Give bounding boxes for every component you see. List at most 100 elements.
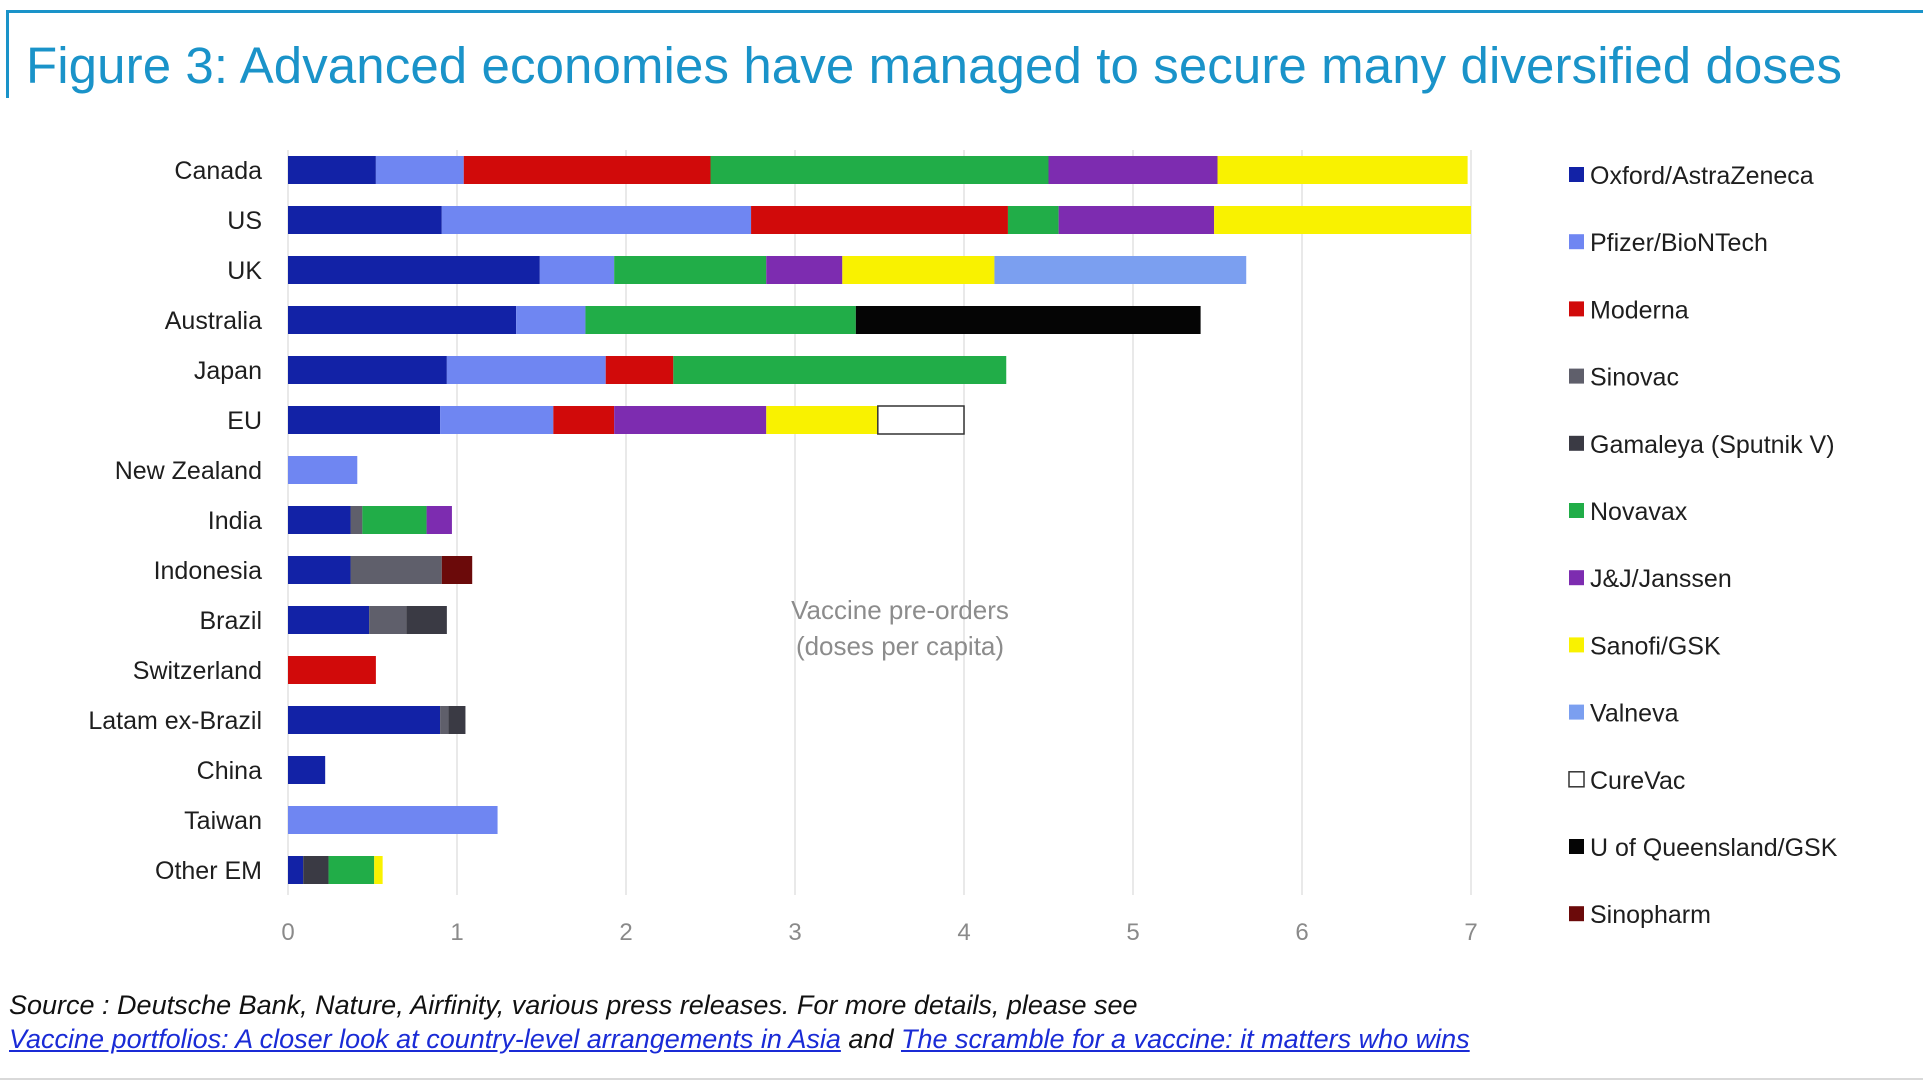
category-label-brazil: Brazil <box>199 607 262 635</box>
bar-indonesia-sinovac <box>350 556 442 584</box>
legend-label-sanofi-gsk: Sanofi/GSK <box>1590 632 1721 660</box>
legend-label-u-of-queensland-gsk: U of Queensland/GSK <box>1590 834 1838 862</box>
category-label-taiwan: Taiwan <box>184 807 262 835</box>
bar-india-oxford-astrazeneca <box>288 506 351 534</box>
bar-eu-sanofi-gsk <box>766 406 878 434</box>
bar-eu-moderna <box>553 406 615 434</box>
bar-canada-oxford-astrazeneca <box>288 156 376 184</box>
bar-latam-ex-brazil-oxford-astrazeneca <box>288 706 441 734</box>
legend-label-pfizer-biontech: Pfizer/BioNTech <box>1590 229 1768 257</box>
bar-brazil-gamaleya-sputnik-v <box>406 606 447 634</box>
source-note: Source : Deutsche Bank, Nature, Airfinit… <box>9 988 1470 1056</box>
legend-label-novavax: Novavax <box>1590 498 1688 526</box>
legend-swatch-gamaleya-sputnik-v <box>1569 435 1584 451</box>
legend-swatch-u-of-queensland-gsk <box>1569 839 1584 854</box>
bar-uk-sanofi-gsk <box>842 256 995 284</box>
legend-label-sinovac: Sinovac <box>1590 364 1679 392</box>
bar-uk-novavax <box>614 256 767 284</box>
frame-top-rule <box>6 10 1923 13</box>
bar-uk-j-j-janssen <box>766 256 843 284</box>
legend-swatch-valneva <box>1569 704 1584 720</box>
bar-new-zealand-pfizer-biontech <box>288 456 358 484</box>
x-tick-3: 3 <box>788 919 801 946</box>
bar-australia-novavax <box>585 306 856 334</box>
category-label-new-zealand: New Zealand <box>115 457 262 485</box>
bar-other-em-gamaleya-sputnik-v <box>303 856 329 884</box>
legend-swatch-sinopharm <box>1569 906 1584 922</box>
link-scramble-for-vaccine[interactable]: The scramble for a vaccine: it matters w… <box>900 1024 1470 1054</box>
bar-australia-u-of-queensland-gsk <box>855 306 1201 334</box>
legend-label-j-j-janssen: J&J/Janssen <box>1590 565 1732 593</box>
bar-brazil-oxford-astrazeneca <box>288 606 370 634</box>
legend-swatch-j-j-janssen <box>1569 570 1584 586</box>
category-label-canada: Canada <box>174 157 262 185</box>
legend-label-gamaleya-sputnik-v: Gamaleya (Sputnik V) <box>1590 431 1835 459</box>
bar-us-pfizer-biontech <box>441 206 752 234</box>
bar-taiwan-pfizer-biontech <box>288 806 498 834</box>
bar-us-j-j-janssen <box>1058 206 1215 234</box>
category-label-australia: Australia <box>165 307 262 335</box>
bar-other-em-novavax <box>328 856 375 884</box>
bar-canada-sanofi-gsk <box>1217 156 1468 184</box>
bar-brazil-sinovac <box>369 606 407 634</box>
vaccine-preorders-chart: Canada US UK Australia Japan EU New Zealand Ind… <box>88 150 1838 946</box>
x-tick-2: 2 <box>619 919 632 946</box>
category-labels: Canada US UK Australia Japan EU New Zealand Ind… <box>88 157 262 885</box>
source-joiner: and <box>848 1024 894 1054</box>
bar-other-em-oxford-astrazeneca <box>288 856 304 884</box>
bar-us-oxford-astrazeneca <box>288 206 442 234</box>
bars <box>288 156 1471 884</box>
x-tick-labels: 0 1 2 3 4 5 6 7 <box>281 919 1477 946</box>
bottom-rule <box>0 1078 1923 1080</box>
bar-us-moderna <box>751 206 1008 234</box>
bar-india-novavax <box>362 506 427 534</box>
x-tick-7: 7 <box>1464 919 1477 946</box>
category-label-japan: Japan <box>194 357 262 385</box>
category-label-switzerland: Switzerland <box>133 657 262 685</box>
bar-us-sanofi-gsk <box>1214 206 1471 234</box>
bar-latam-ex-brazil-gamaleya-sputnik-v <box>448 706 466 734</box>
bar-canada-moderna <box>463 156 711 184</box>
source-links-line: Vaccine portfolios: A closer look at cou… <box>9 1022 1470 1056</box>
category-label-other-em: Other EM <box>155 857 262 885</box>
annotation-line-1: Vaccine pre-orders <box>791 595 1009 625</box>
legend: Oxford/AstraZeneca Pfizer/BioNTech Moderna… <box>1568 162 1838 929</box>
bar-indonesia-sinopharm <box>441 556 473 584</box>
bar-eu-curevac <box>877 405 965 435</box>
bar-india-sinovac <box>350 506 363 534</box>
bar-australia-pfizer-biontech <box>516 306 586 334</box>
category-label-indonesia: Indonesia <box>154 557 263 585</box>
legend-swatch-pfizer-biontech <box>1569 234 1584 250</box>
category-label-china: China <box>197 757 262 785</box>
figure-title: Figure 3: Advanced economies have manage… <box>26 37 1843 94</box>
frame-left-rule <box>6 10 9 98</box>
bar-japan-oxford-astrazeneca <box>288 356 447 384</box>
category-label-latam-ex-brazil: Latam ex-Brazil <box>88 707 262 735</box>
link-vaccine-portfolios[interactable]: Vaccine portfolios: A closer look at cou… <box>9 1024 841 1054</box>
source-text: Source : Deutsche Bank, Nature, Airfinit… <box>9 990 1138 1020</box>
bar-latam-ex-brazil-sinovac <box>440 706 449 734</box>
bar-eu-oxford-astrazeneca <box>288 406 441 434</box>
x-tick-4: 4 <box>957 919 970 946</box>
legend-swatch-sanofi-gsk <box>1569 637 1584 653</box>
legend-swatch-novavax <box>1569 503 1584 518</box>
legend-label-oxford-astrazeneca: Oxford/AstraZeneca <box>1590 162 1814 190</box>
bar-japan-novavax <box>673 356 1007 384</box>
bar-australia-oxford-astrazeneca <box>288 306 517 334</box>
bar-uk-valneva <box>994 256 1247 284</box>
bar-india-j-j-janssen <box>426 506 452 534</box>
legend-swatch-sinovac <box>1569 368 1584 384</box>
category-label-uk: UK <box>227 257 262 285</box>
bar-us-novavax <box>1007 206 1059 234</box>
bar-china-oxford-astrazeneca <box>288 756 326 784</box>
category-label-eu: EU <box>227 407 262 435</box>
legend-swatch-oxford-astrazeneca <box>1569 167 1584 182</box>
bar-canada-pfizer-biontech <box>375 156 464 184</box>
bar-other-em-sanofi-gsk <box>374 856 383 884</box>
legend-label-moderna: Moderna <box>1590 296 1689 324</box>
x-tick-1: 1 <box>450 919 463 946</box>
bar-canada-j-j-janssen <box>1048 156 1218 184</box>
x-tick-0: 0 <box>281 919 294 946</box>
bar-switzerland-moderna <box>288 656 376 684</box>
legend-label-curevac: CureVac <box>1590 767 1685 795</box>
